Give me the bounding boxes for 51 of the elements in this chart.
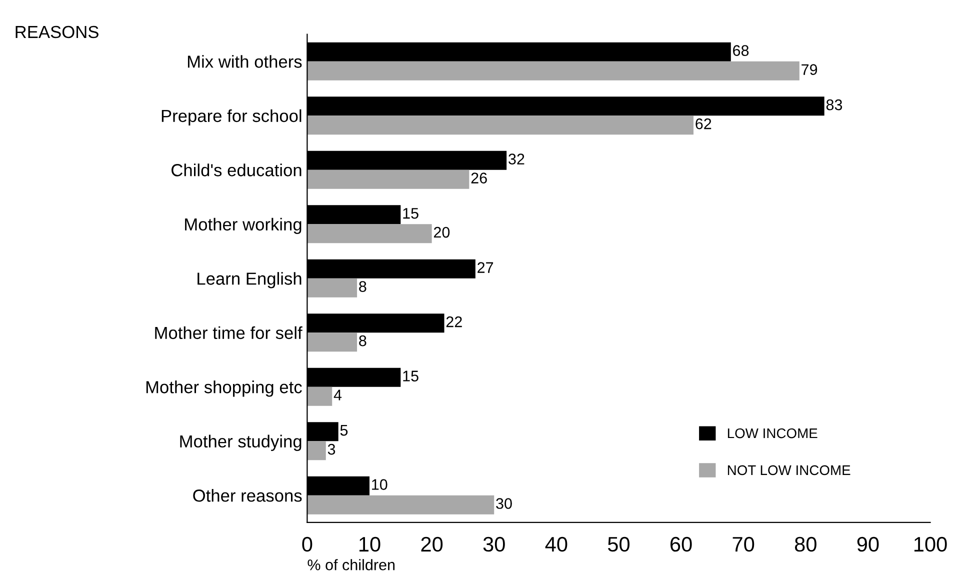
data-label: 32 bbox=[508, 154, 524, 164]
x-tick-label: 60 bbox=[670, 536, 692, 552]
y-tick-label: Mother studying bbox=[180, 434, 302, 451]
x-tick-label: 100 bbox=[914, 536, 947, 552]
y-axis-title: REASONS bbox=[16, 26, 98, 38]
legend-label: LOW INCOME bbox=[728, 428, 818, 438]
bar bbox=[307, 170, 470, 189]
data-label: 15 bbox=[403, 208, 418, 219]
data-label: 3 bbox=[328, 444, 336, 455]
data-label: 83 bbox=[826, 99, 842, 110]
bar bbox=[307, 441, 326, 460]
data-label: 79 bbox=[802, 64, 818, 75]
bar bbox=[307, 116, 694, 135]
bar bbox=[307, 495, 494, 514]
data-label: 15 bbox=[403, 370, 418, 382]
data-label: 30 bbox=[496, 498, 512, 509]
x-tick-label: 50 bbox=[608, 536, 630, 552]
x-tick-label: 0 bbox=[302, 536, 312, 552]
data-label: 8 bbox=[359, 281, 366, 292]
data-label: 4 bbox=[334, 390, 342, 400]
x-tick-label: 40 bbox=[545, 536, 568, 552]
bar bbox=[307, 386, 332, 406]
data-label: 26 bbox=[471, 172, 487, 184]
data-label: 5 bbox=[340, 425, 348, 436]
bar bbox=[307, 224, 432, 244]
y-tick-label: Mother time for self bbox=[155, 326, 302, 340]
y-tick-label: Learn English bbox=[198, 272, 302, 288]
y-tick-label: Other reasons bbox=[193, 489, 302, 502]
x-axis-title: % of children bbox=[308, 559, 395, 570]
data-label: 27 bbox=[478, 262, 494, 273]
data-label: 20 bbox=[434, 226, 450, 238]
bar bbox=[307, 332, 358, 352]
x-tick-label: 80 bbox=[794, 536, 816, 552]
x-tick-label: 70 bbox=[732, 536, 754, 552]
data-label: 10 bbox=[372, 479, 388, 490]
x-tick-label: 10 bbox=[360, 536, 380, 552]
x-tick-label: 20 bbox=[421, 536, 443, 552]
bar bbox=[307, 278, 358, 298]
y-tick-label: Mix with others bbox=[188, 55, 302, 68]
x-tick-label: 90 bbox=[857, 536, 879, 552]
bar bbox=[307, 61, 800, 80]
x-tick-label: 30 bbox=[483, 536, 505, 552]
data-label: 62 bbox=[696, 118, 712, 130]
legend-label: NOT LOW INCOME bbox=[728, 465, 850, 476]
data-label: 22 bbox=[446, 316, 462, 328]
y-tick-label: Prepare for school bbox=[162, 109, 302, 126]
y-tick-label: Mother working bbox=[185, 218, 302, 234]
data-label: 8 bbox=[359, 335, 366, 346]
data-label: 68 bbox=[733, 45, 749, 56]
y-tick-label: Mother shopping etc bbox=[146, 380, 302, 397]
y-tick-label: Child's education bbox=[172, 164, 302, 176]
